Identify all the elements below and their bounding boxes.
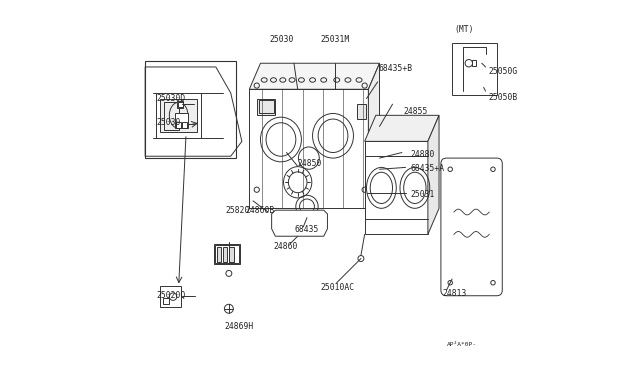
Bar	[175, 113, 188, 128]
Bar	[182, 122, 187, 128]
Text: 25031M: 25031M	[321, 35, 350, 44]
Bar	[357, 104, 367, 119]
Bar	[215, 245, 239, 263]
Bar	[145, 61, 236, 158]
Text: 68435+A: 68435+A	[410, 164, 444, 173]
Text: 25050G: 25050G	[488, 67, 517, 76]
Bar	[216, 247, 221, 262]
Text: 25030: 25030	[269, 35, 293, 44]
Text: 25820: 25820	[225, 206, 250, 215]
Bar	[177, 102, 183, 107]
Bar	[452, 43, 497, 95]
Text: 25030D: 25030D	[156, 94, 186, 103]
FancyBboxPatch shape	[441, 158, 502, 296]
Text: 25030: 25030	[156, 118, 180, 126]
Text: 68435: 68435	[294, 225, 319, 234]
Text: AP²A*0P·: AP²A*0P·	[447, 341, 477, 347]
Polygon shape	[365, 141, 428, 234]
Bar	[164, 102, 179, 130]
Text: 24850: 24850	[298, 159, 322, 168]
Text: (MT): (MT)	[454, 25, 474, 34]
Text: 24813: 24813	[443, 289, 467, 298]
Text: 25010AC: 25010AC	[320, 283, 354, 292]
Bar	[160, 99, 197, 132]
Text: 24860B: 24860B	[246, 206, 275, 215]
Text: 24880: 24880	[410, 150, 435, 159]
Bar	[472, 60, 476, 66]
Polygon shape	[271, 210, 328, 236]
Text: 25020Q: 25020Q	[156, 291, 186, 300]
Bar	[177, 101, 184, 108]
Polygon shape	[145, 67, 242, 156]
Bar	[257, 99, 275, 115]
Text: 24855: 24855	[404, 107, 428, 116]
Bar	[163, 298, 168, 304]
Bar	[160, 286, 180, 307]
Polygon shape	[365, 115, 439, 141]
Bar	[223, 247, 227, 262]
Bar	[175, 122, 181, 128]
Bar	[214, 244, 240, 264]
Polygon shape	[250, 89, 369, 208]
Bar	[259, 100, 273, 113]
Polygon shape	[250, 63, 380, 89]
Polygon shape	[369, 63, 380, 208]
Bar	[229, 247, 234, 262]
Text: 25031: 25031	[410, 190, 435, 199]
Text: 68435+B: 68435+B	[378, 64, 413, 73]
Polygon shape	[428, 115, 439, 234]
Text: 24869H: 24869H	[225, 322, 253, 331]
Text: 25050B: 25050B	[488, 93, 517, 102]
Text: 24860: 24860	[273, 242, 298, 251]
